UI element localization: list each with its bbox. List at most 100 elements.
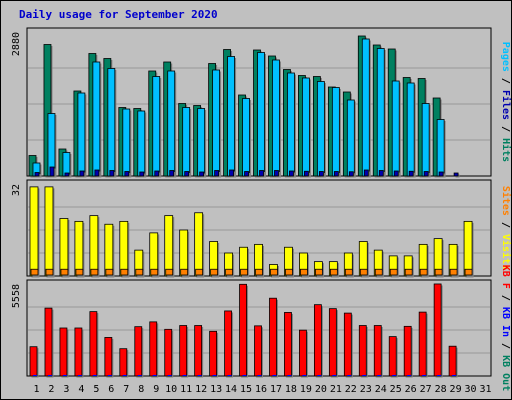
bar-kb-f <box>239 283 247 377</box>
bars <box>29 186 474 278</box>
x-tick-label: 19 <box>300 384 312 395</box>
bar-sites <box>464 268 473 276</box>
bar-pages <box>154 170 160 177</box>
bar-sites <box>449 268 458 276</box>
bar-visits <box>44 186 54 277</box>
y-axis-label-part: Pages <box>500 42 511 72</box>
bar-kb-in <box>197 375 202 376</box>
bar-sites <box>225 268 233 276</box>
bar-kb-f <box>179 325 188 377</box>
y-axis-label-part: / <box>500 120 511 138</box>
bar-kb-f <box>149 321 158 377</box>
x-tick-label: 16 <box>255 384 267 395</box>
y-max-label: 5558 <box>11 284 22 308</box>
y-axis-label: Sites / Visits <box>500 186 512 270</box>
x-tick-label: 15 <box>240 384 252 395</box>
panel-hits-files-pages: 2880 Pages / Files / Hits <box>11 27 512 178</box>
x-tick-label: 7 <box>123 384 129 395</box>
bar-files <box>92 61 101 177</box>
bar-kb-in <box>137 375 142 376</box>
bar-pages <box>139 171 145 177</box>
bar-kb-f <box>89 311 98 377</box>
bar-sites <box>314 268 323 276</box>
bar-pages <box>229 169 234 177</box>
bars <box>28 35 460 178</box>
bar-visits <box>59 218 69 277</box>
bar-kb-in <box>242 375 247 376</box>
bar-kb-f <box>388 336 397 377</box>
bar-files <box>406 82 415 177</box>
bar-files <box>77 92 86 177</box>
y-axis-label-part: Hits <box>500 138 512 162</box>
bar-kb-f <box>269 297 277 377</box>
bar-files <box>316 81 325 177</box>
bar-sites <box>389 268 398 276</box>
bar-files <box>227 56 235 177</box>
panel-visits-sites: 32 Sites / Visits <box>11 179 512 278</box>
bar-visits <box>194 212 204 277</box>
bar-kb-f <box>343 312 352 377</box>
x-tick-label: 6 <box>108 384 114 395</box>
bar-files <box>257 52 265 177</box>
bar-kb-in <box>62 375 67 376</box>
bar-pages <box>378 170 384 177</box>
bar-files <box>391 80 400 177</box>
bar-kb-in <box>452 375 457 376</box>
bar-kb-f <box>119 348 128 377</box>
x-axis-ticks: 1 2 3 4 5 6 7 8 9 10 11 12 13 14 15 16 17 18 19 20 21 22 23 24 2… <box>33 384 491 395</box>
bar-sites <box>285 268 293 276</box>
x-tick-label: 8 <box>138 384 144 395</box>
x-tick-label: 31 <box>479 384 491 395</box>
bar-kb-in <box>347 375 352 376</box>
bar-files <box>361 38 370 177</box>
bar-kb-in <box>287 375 292 376</box>
x-tick-label: 22 <box>345 384 357 395</box>
x-tick-label: 18 <box>285 384 297 395</box>
bar-kb-f <box>44 307 53 377</box>
bar-kb-f <box>313 304 322 377</box>
bar-kb-f <box>164 328 173 377</box>
bar-pages <box>423 171 429 177</box>
bar-kb-in <box>362 375 367 376</box>
bar-sites <box>105 268 114 276</box>
bar-pages <box>453 172 459 177</box>
bar-kb-in <box>302 375 307 376</box>
bar-sites <box>90 268 99 276</box>
bar-pages <box>124 171 130 177</box>
x-tick-label: 23 <box>360 384 372 395</box>
bar-files <box>346 99 355 177</box>
y-axis-label-part: Files <box>500 90 512 120</box>
bar-hits <box>43 44 52 177</box>
bar-pages <box>274 170 279 177</box>
bar-kb-in <box>167 375 172 376</box>
chart-title: Daily usage for September 2020 <box>19 8 218 21</box>
y-axis-label-part: / <box>500 337 511 355</box>
bar-pages <box>318 171 324 177</box>
x-tick-label: 30 <box>465 384 477 395</box>
bar-visits <box>29 186 39 277</box>
bar-kb-in <box>257 375 262 376</box>
x-tick-label: 14 <box>225 384 237 395</box>
bar-visits <box>74 220 84 277</box>
bar-kb-f <box>209 330 218 377</box>
bar-sites <box>374 268 383 276</box>
bar-kb-f <box>194 325 203 377</box>
x-tick-label: 20 <box>315 384 327 395</box>
bar-files <box>152 76 161 177</box>
bar-files <box>122 108 131 177</box>
bar-sites <box>45 268 54 276</box>
bar-sites <box>270 268 278 276</box>
bar-kb-in <box>33 375 37 376</box>
y-axis-label: KB F / KB In / KB Out <box>500 265 511 391</box>
x-tick-label: 24 <box>375 384 387 395</box>
bar-files <box>62 152 71 177</box>
x-tick-label: 29 <box>450 384 462 395</box>
x-tick-label: 3 <box>63 384 69 395</box>
bar-kb-in <box>107 375 112 376</box>
bar-files <box>197 108 206 177</box>
bar-sites <box>359 268 368 276</box>
bar-pages <box>289 170 294 177</box>
bar-kb-f <box>299 329 307 377</box>
bar-pages <box>348 171 354 177</box>
bar-pages <box>64 172 70 177</box>
